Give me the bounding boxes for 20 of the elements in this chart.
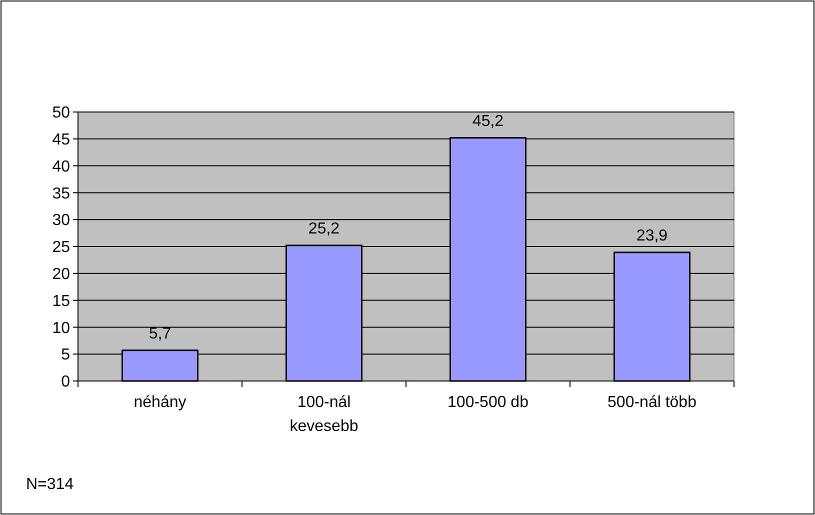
y-tick-label: 15 <box>52 292 70 310</box>
y-tick-label: 40 <box>52 158 70 176</box>
x-tick-label: 100-nál kevesebb <box>290 394 358 435</box>
y-tick-label: 0 <box>61 374 70 391</box>
y-tick-label: 45 <box>52 132 70 148</box>
data-label: 23,9 <box>636 227 668 244</box>
y-tick-label: 35 <box>52 185 70 202</box>
y-tick-label: 10 <box>52 320 70 337</box>
y-tick-label: 50 <box>52 104 70 122</box>
y-tick-label: 5 <box>61 346 70 364</box>
x-tick-label: 100-500 db <box>448 394 529 411</box>
x-tick-label: néhány <box>134 394 186 411</box>
data-label: 5,7 <box>148 325 172 342</box>
y-tick-label: 25 <box>52 239 70 256</box>
y-tick-label: 20 <box>52 266 70 283</box>
data-label: 45,2 <box>472 112 504 130</box>
data-label: 25,2 <box>308 220 340 238</box>
y-tick-label: 30 <box>52 212 70 230</box>
text: N=314 <box>26 476 74 493</box>
x-tick-label: 500-nál több <box>608 394 697 411</box>
